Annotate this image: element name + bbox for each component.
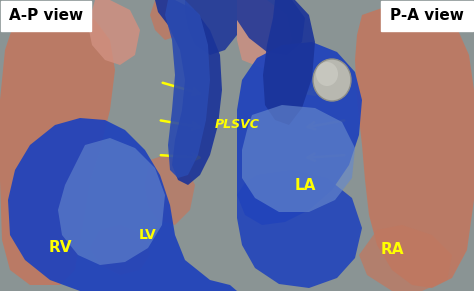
Polygon shape (8, 118, 237, 291)
Polygon shape (355, 5, 474, 288)
Polygon shape (185, 0, 237, 55)
Polygon shape (237, 42, 362, 225)
Polygon shape (237, 0, 305, 55)
Ellipse shape (316, 62, 338, 86)
Text: RV: RV (48, 240, 72, 255)
Text: P-A view: P-A view (390, 8, 464, 24)
Text: RA: RA (380, 242, 404, 258)
Polygon shape (58, 138, 165, 265)
Text: PLSVC: PLSVC (215, 118, 259, 132)
Polygon shape (165, 0, 210, 178)
Polygon shape (90, 225, 150, 275)
Polygon shape (359, 225, 452, 291)
Polygon shape (237, 0, 292, 68)
Polygon shape (237, 170, 362, 288)
Text: A-P view: A-P view (9, 8, 83, 24)
Text: LV: LV (139, 228, 157, 242)
Polygon shape (150, 0, 185, 40)
Polygon shape (242, 105, 355, 212)
FancyBboxPatch shape (1, 1, 91, 31)
FancyBboxPatch shape (381, 1, 473, 31)
Polygon shape (145, 155, 195, 225)
Polygon shape (88, 0, 140, 65)
Text: LA: LA (294, 178, 316, 193)
Ellipse shape (313, 59, 351, 101)
Polygon shape (155, 0, 222, 185)
FancyBboxPatch shape (237, 0, 474, 291)
Polygon shape (0, 5, 115, 285)
Polygon shape (263, 0, 315, 125)
